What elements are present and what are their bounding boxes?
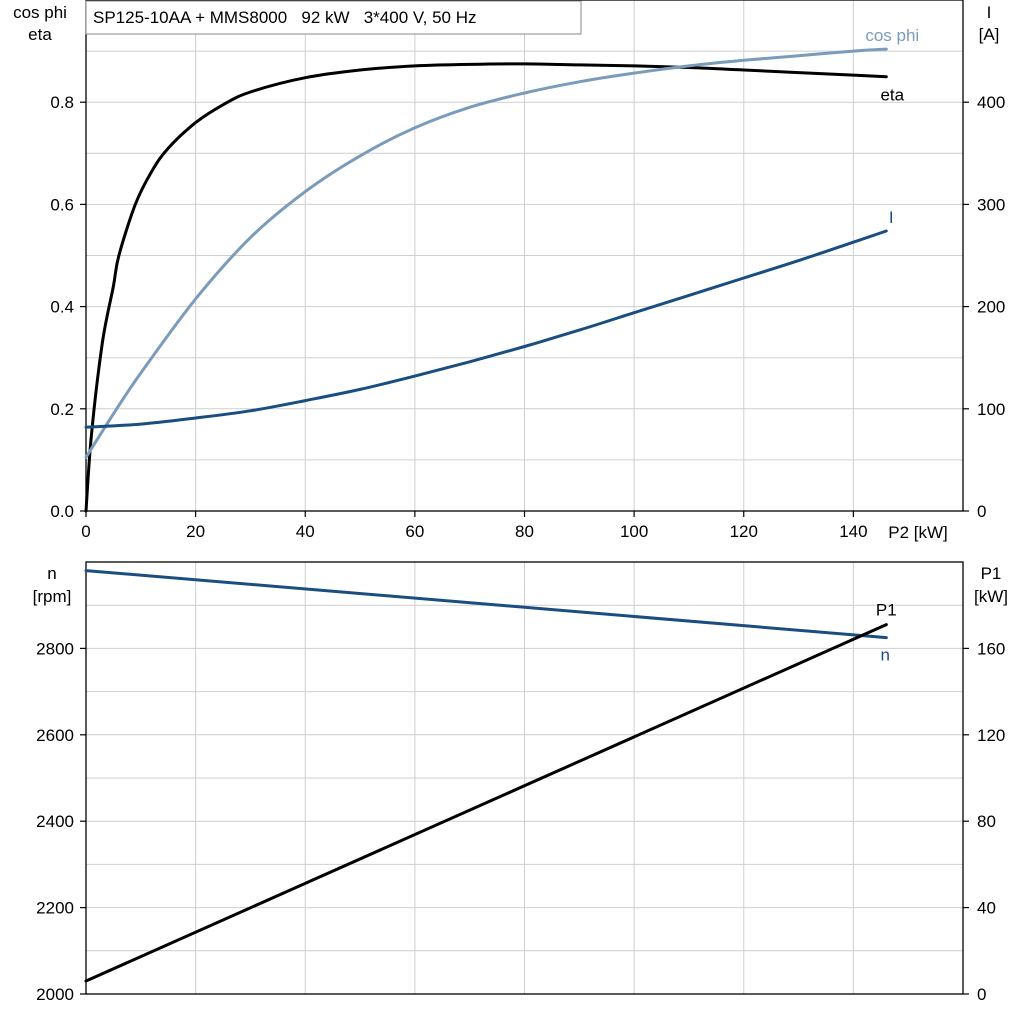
right-axis-tick-label: 300 <box>977 195 1005 214</box>
right-axis-tick-label: 100 <box>977 400 1005 419</box>
right-axis-tick-label: 0 <box>977 985 986 1004</box>
left-axis-tick-label: 2000 <box>36 985 74 1004</box>
x-axis-tick-label: 60 <box>405 522 424 541</box>
series-label-cos-phi: cos phi <box>865 26 919 45</box>
top-left-axis-label-line1: cos phi <box>13 3 67 22</box>
series-label-eta: eta <box>880 86 904 105</box>
title-box <box>85 0 582 35</box>
bottom-left-axis-label-line1: n <box>47 564 56 583</box>
right-axis-tick-label: 120 <box>977 726 1005 745</box>
series-label-i: I <box>889 208 894 227</box>
series-line-p1 <box>84 623 888 983</box>
left-axis-tick-label: 2800 <box>36 639 74 658</box>
x-axis-tick-label: 0 <box>81 522 90 541</box>
chart-title: SP125-10AA + MMS8000 92 kW 3*400 V, 50 H… <box>93 8 477 27</box>
series-label-p1: P1 <box>876 601 897 620</box>
x-axis-tick-label: 40 <box>296 522 315 541</box>
left-axis-tick-label: 0.8 <box>50 93 74 112</box>
left-axis-tick-label: 0.6 <box>50 195 74 214</box>
x-axis-label: P2 [kW] <box>888 523 948 542</box>
right-axis-tick-label: 200 <box>977 298 1005 317</box>
right-axis-tick-label: 400 <box>977 93 1005 112</box>
x-axis-tick-label: 140 <box>839 522 867 541</box>
bottom-panel: 2000 2200 2400 2600 2800 0 40 80 120 160 n P1 <box>36 561 1005 1004</box>
left-axis-tick-label: 2400 <box>36 812 74 831</box>
left-axis-tick-label: 0.2 <box>50 400 74 419</box>
x-axis-tick-label: 20 <box>186 522 205 541</box>
series-line-i <box>84 229 888 429</box>
left-axis-tick-label: 0.0 <box>50 502 74 521</box>
plot-frame <box>85 561 964 995</box>
x-axis-tick-label: 120 <box>730 522 758 541</box>
left-axis-tick-label: 2200 <box>36 899 74 918</box>
right-axis-tick-label: 0 <box>977 502 986 521</box>
right-axis-tick-label: 40 <box>977 899 996 918</box>
right-axis-tick-label: 160 <box>977 639 1005 658</box>
bottom-right-axis-label-line2: [kW] <box>974 587 1008 606</box>
top-left-axis-label-line2: eta <box>28 25 52 44</box>
top-right-axis-label-line2: [A] <box>979 25 1000 44</box>
top-panel: 0.0 0.2 0.4 0.6 0.8 0 100 200 300 400 0 20 40 60 80 100… <box>50 0 1005 541</box>
bottom-right-axis-label-line1: P1 <box>981 564 1002 583</box>
series-label-n: n <box>881 646 890 665</box>
x-axis-tick-label: 100 <box>620 522 648 541</box>
series-line-cos-phi <box>84 47 888 459</box>
series-line-n <box>84 569 888 640</box>
left-axis-tick-label: 2600 <box>36 726 74 745</box>
left-axis-tick-label: 0.4 <box>50 298 74 317</box>
series-line-eta <box>84 62 888 513</box>
top-right-axis-label-line1: I <box>987 3 992 22</box>
x-axis-tick-label: 80 <box>515 522 534 541</box>
bottom-left-axis-label-line2: [rpm] <box>33 587 72 606</box>
right-axis-tick-label: 80 <box>977 812 996 831</box>
